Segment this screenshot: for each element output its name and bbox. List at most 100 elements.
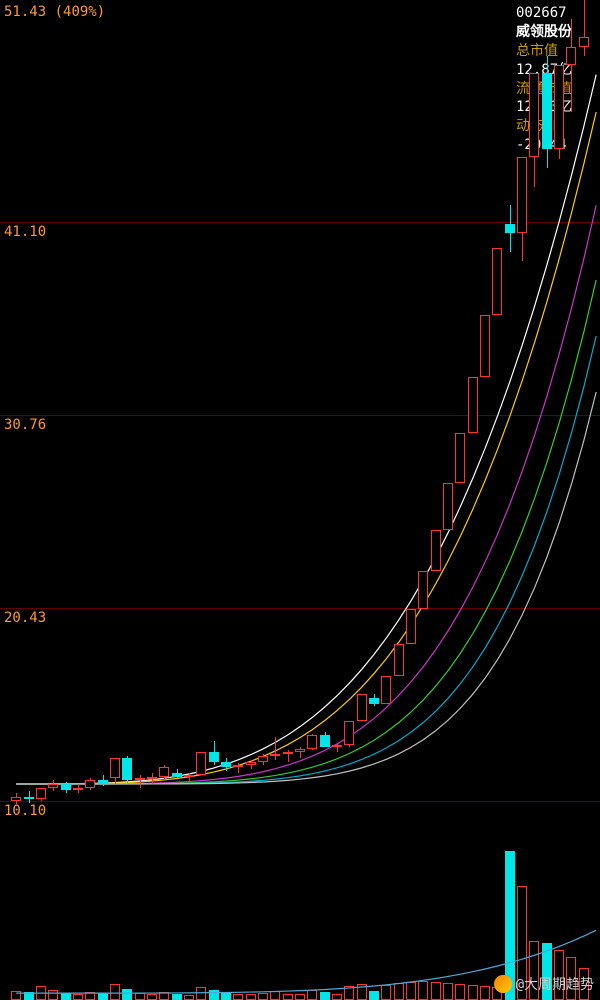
volume-bar[interactable] [480, 986, 490, 1000]
candle[interactable] [542, 73, 552, 150]
volume-bar[interactable] [357, 984, 367, 1000]
candle[interactable] [320, 735, 330, 746]
limit-tick [431, 530, 441, 531]
candle[interactable] [73, 788, 83, 790]
y-axis-label: 20.43 [4, 610, 46, 626]
candle[interactable] [455, 433, 465, 483]
candle[interactable] [554, 65, 564, 149]
candle[interactable] [283, 752, 293, 754]
volume-bar[interactable] [455, 984, 465, 1000]
volume-bar[interactable] [320, 992, 330, 1000]
candle[interactable] [209, 752, 219, 761]
volume-bar[interactable] [110, 984, 120, 1000]
volume-bar[interactable] [159, 992, 169, 1000]
candle[interactable] [135, 778, 145, 780]
candle-wick [584, 0, 585, 56]
volume-bar[interactable] [122, 989, 132, 1000]
volume-bar[interactable] [270, 991, 280, 1000]
candle[interactable] [332, 745, 342, 747]
volume-bar[interactable] [295, 994, 305, 1000]
volume-bar[interactable] [443, 983, 453, 1000]
limit-tick [455, 433, 465, 434]
candle[interactable] [98, 780, 108, 784]
candle[interactable] [529, 73, 539, 157]
candle[interactable] [147, 777, 157, 779]
volume-bar[interactable] [233, 994, 243, 1000]
candle[interactable] [369, 698, 379, 704]
candle[interactable] [172, 773, 182, 777]
candle[interactable] [258, 756, 268, 762]
volume-bar[interactable] [406, 982, 416, 1000]
volume-bar[interactable] [221, 993, 231, 1000]
candle[interactable] [344, 721, 354, 745]
candle[interactable] [566, 47, 576, 66]
volume-bar[interactable] [135, 993, 145, 1000]
candle[interactable] [394, 644, 404, 676]
candle[interactable] [85, 780, 95, 787]
candle[interactable] [61, 784, 71, 790]
volume-bar[interactable] [381, 985, 391, 1000]
volume-bar[interactable] [246, 994, 256, 1000]
volume-bar[interactable] [73, 994, 83, 1000]
candle[interactable] [110, 758, 120, 779]
volume-bar[interactable] [283, 994, 293, 1000]
candle[interactable] [492, 248, 502, 315]
candle[interactable] [11, 797, 21, 801]
limit-tick [443, 483, 453, 484]
volume-bar[interactable] [394, 983, 404, 1000]
candle[interactable] [48, 784, 58, 788]
candle[interactable] [468, 377, 478, 433]
volume-bar[interactable] [36, 986, 46, 1000]
volume-bar[interactable] [332, 994, 342, 1000]
limit-tick [480, 315, 490, 316]
volume-bar[interactable] [48, 990, 58, 1000]
candle[interactable] [480, 315, 490, 377]
volume-bar[interactable] [172, 994, 182, 1000]
candle[interactable] [184, 775, 194, 777]
candle-wick [571, 19, 572, 112]
volume-bar[interactable] [258, 993, 268, 1000]
candle[interactable] [381, 676, 391, 704]
candle[interactable] [431, 530, 441, 571]
volume-bar[interactable] [468, 985, 478, 1000]
volume-bar[interactable] [24, 992, 34, 1000]
volume-bar[interactable] [307, 990, 317, 1000]
candle[interactable] [221, 762, 231, 768]
ma-green [16, 280, 596, 784]
candle[interactable] [159, 767, 169, 776]
volume-bar[interactable] [11, 991, 21, 1000]
volume-bar[interactable] [184, 995, 194, 1000]
candle[interactable] [307, 735, 317, 748]
candle[interactable] [418, 571, 428, 608]
price-chart[interactable]: 51.43 (409%) 002667 威领股份 总市值 12.87亿 流通市值… [0, 0, 600, 840]
candle[interactable] [196, 752, 206, 774]
price-value: 51.43 [4, 4, 46, 20]
candle[interactable] [270, 754, 280, 756]
volume-bar[interactable] [209, 990, 219, 1000]
volume-bar[interactable] [61, 993, 71, 1000]
candle[interactable] [406, 609, 416, 644]
limit-tick [418, 571, 428, 572]
candle[interactable] [357, 694, 367, 720]
candle[interactable] [246, 762, 256, 766]
volume-bar[interactable] [98, 993, 108, 1000]
price-pct: (409%) [55, 4, 106, 20]
candle[interactable] [36, 788, 46, 799]
candle[interactable] [443, 483, 453, 530]
volume-bar[interactable] [418, 981, 428, 1000]
candle[interactable] [505, 224, 515, 233]
ma-cyan [16, 336, 596, 784]
volume-bar[interactable] [196, 987, 206, 1000]
candle[interactable] [24, 797, 34, 799]
volume-bar[interactable] [344, 986, 354, 1000]
volume-bar[interactable] [431, 982, 441, 1000]
candle[interactable] [233, 765, 243, 767]
volume-bar[interactable] [85, 992, 95, 1000]
candle[interactable] [517, 157, 527, 234]
y-axis-label: 30.76 [4, 417, 46, 433]
volume-bar[interactable] [369, 991, 379, 1000]
candle[interactable] [295, 749, 305, 753]
candle[interactable] [579, 37, 589, 46]
candle[interactable] [122, 758, 132, 780]
volume-bar[interactable] [147, 994, 157, 1000]
